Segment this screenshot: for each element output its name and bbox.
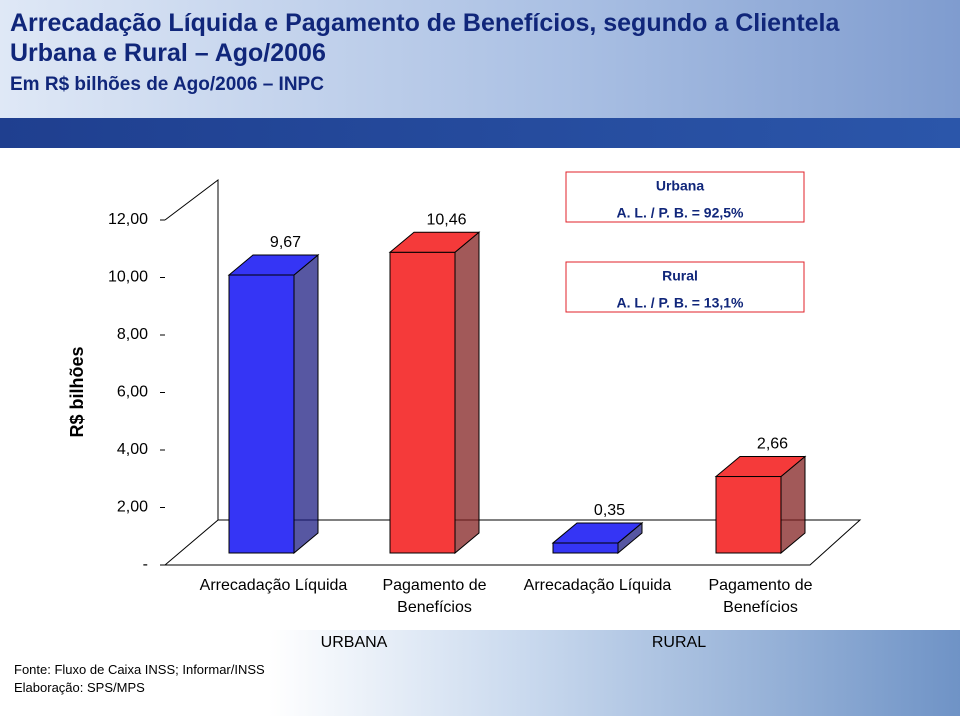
annotation-title: Rural [662,268,698,284]
x-tick-label: Arrecadação Líquida [523,577,672,594]
y-tick-label: 10,00 [108,269,148,286]
y-tick-label: 12,00 [108,211,148,228]
annotation-text: A. L. / P. B. = 92,5% [617,205,745,221]
value-label: 10,46 [426,211,466,228]
chart-subtitle: Em R$ bilhões de Ago/2006 – INPC [10,74,324,95]
annotation-box [565,171,805,223]
bar-side-shade [455,232,479,553]
y-tick-label: 6,00 [117,384,148,401]
bar [715,476,782,554]
bar [389,251,456,554]
x-tick-label: Pagamento de Benefícios [382,577,487,616]
bar-top [227,254,320,276]
bar-side-shade [294,254,318,554]
group-label: RURAL [652,634,706,651]
footer-band [0,630,960,716]
chart-title: Arrecadação Líquida e Pagamento de Benef… [10,9,840,67]
bar [552,542,619,554]
value-label: 9,67 [270,234,301,251]
header-band [0,0,960,118]
source-note: Fonte: Fluxo de Caixa INSS; Informar/INS… [14,662,265,677]
group-label: URBANA [321,634,388,651]
header-strip [0,118,960,148]
bar [228,274,295,554]
y-tick-label: 8,00 [117,326,148,343]
floor [165,519,862,566]
value-label: 2,66 [757,436,788,453]
bar-side-shade [781,456,805,553]
bar-side-shade [618,522,642,553]
back-wall [164,178,219,566]
source-note: Elaboração: SPS/MPS [14,680,145,695]
bar-top [714,456,807,478]
annotation-text: A. L. / P. B. = 13,1% [617,295,745,311]
y-axis-label: R$ bilhões [67,346,87,437]
annotation-title: Urbana [656,178,704,194]
value-label: 0,35 [594,502,625,519]
x-tick-label: Pagamento de Benefícios [708,577,813,616]
annotation-box [565,261,805,313]
y-tick-label: 2,00 [117,499,148,516]
bar-top [388,231,481,253]
x-tick-label: Arrecadação Líquida [199,577,348,594]
y-tick-label: - [143,556,148,573]
bar-top [551,522,644,544]
y-tick-label: 4,00 [117,441,148,458]
